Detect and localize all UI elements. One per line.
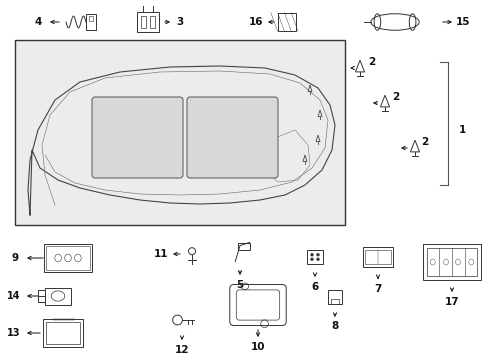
Text: 2: 2 — [421, 137, 428, 147]
Bar — [306, 250, 323, 264]
Text: 15: 15 — [455, 17, 469, 27]
Ellipse shape — [310, 258, 313, 261]
Bar — [277, 13, 296, 31]
Bar — [38, 290, 45, 302]
Bar — [44, 244, 92, 272]
Bar — [426, 248, 476, 276]
Bar — [150, 16, 155, 28]
Bar — [43, 319, 83, 347]
Bar — [141, 16, 145, 28]
Bar — [237, 243, 250, 251]
Bar — [422, 244, 480, 280]
Ellipse shape — [316, 258, 319, 261]
Text: 11: 11 — [153, 249, 168, 259]
Text: 13: 13 — [7, 328, 20, 338]
Text: 16: 16 — [248, 17, 263, 27]
Text: 2: 2 — [367, 57, 375, 67]
Text: 9: 9 — [11, 253, 19, 263]
Text: 14: 14 — [7, 291, 20, 301]
FancyBboxPatch shape — [92, 97, 183, 178]
Text: 2: 2 — [391, 92, 399, 102]
Bar — [46, 246, 90, 270]
Text: 1: 1 — [457, 125, 465, 135]
FancyBboxPatch shape — [186, 97, 278, 178]
Bar — [137, 12, 159, 32]
Bar — [86, 14, 96, 30]
Ellipse shape — [316, 253, 319, 256]
Bar — [327, 290, 341, 304]
Bar — [45, 288, 71, 305]
Bar — [365, 250, 390, 264]
Text: 7: 7 — [373, 284, 381, 294]
Text: 12: 12 — [174, 345, 189, 355]
Bar — [89, 16, 93, 21]
Text: 3: 3 — [176, 17, 183, 27]
Bar — [46, 322, 80, 344]
Text: 6: 6 — [311, 282, 318, 292]
Text: 10: 10 — [250, 342, 264, 352]
Text: 4: 4 — [34, 17, 41, 27]
Bar — [362, 247, 392, 267]
Bar — [15, 40, 345, 225]
Text: 8: 8 — [331, 321, 338, 331]
Text: 5: 5 — [236, 280, 243, 290]
Ellipse shape — [310, 253, 313, 256]
Text: 17: 17 — [444, 297, 458, 307]
